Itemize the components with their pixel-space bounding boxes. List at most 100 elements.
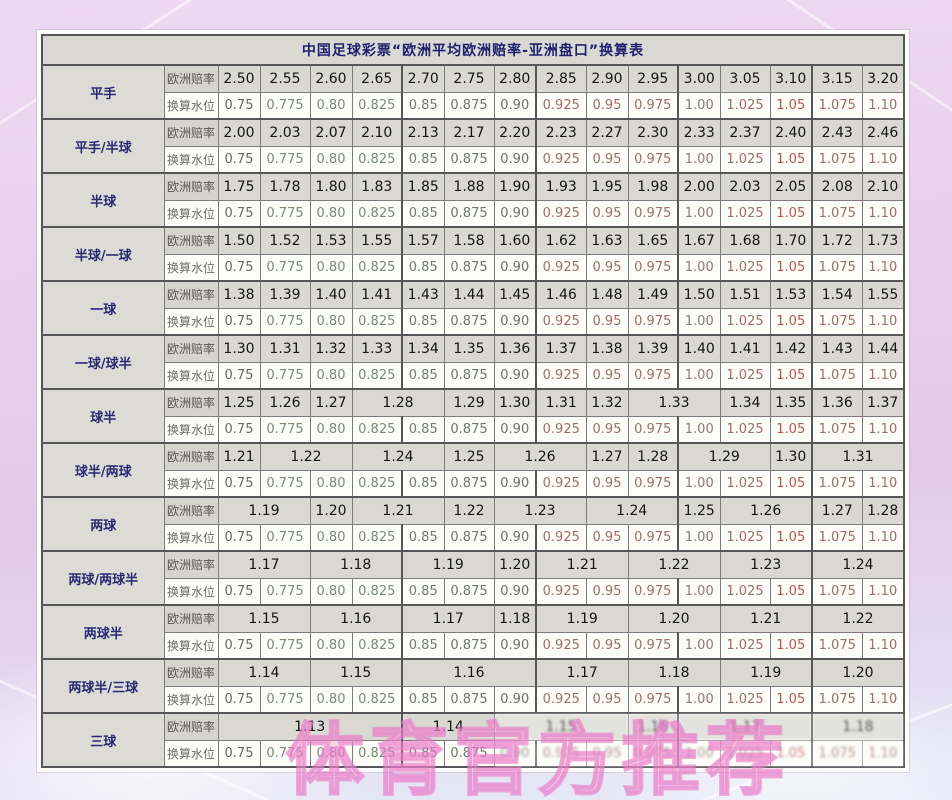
water-value: 0.80 [309,199,353,228]
water-value: 0.925 [535,307,587,336]
odds-value: 1.23 [719,550,813,579]
water-value: 1.05 [769,91,813,120]
handicap-label: 球半 [41,388,165,444]
odds-value: 1.51 [719,280,771,309]
odds-value: 1.20 [627,604,721,633]
odds-value: 1.16 [309,604,403,633]
water-value: 1.075 [811,469,863,498]
odds-value: 1.55 [351,226,403,255]
handicap-label: 平手/半球 [41,118,165,174]
odds-value: 2.17 [443,118,495,147]
water-value: 0.825 [351,469,403,498]
odds-value: 2.23 [535,118,587,147]
water-value: 0.875 [443,739,495,768]
row-header-european-odds: 欧洲赔率 [163,118,219,147]
odds-value: 1.18 [811,712,905,741]
row-header-water-level: 换算水位 [163,685,219,714]
handicap-label: 平手 [41,64,165,120]
odds-value: 1.38 [585,334,629,363]
water-value: 0.75 [217,523,261,552]
water-value: 1.10 [861,739,905,768]
water-value: 0.925 [535,145,587,174]
odds-conversion-table: 中国足球彩票“欧洲平均欧洲赔率-亚洲盘口”换算表 平手 欧洲赔率 2.50 2.55 2… [41,34,905,768]
water-value: 1.00 [677,145,721,174]
water-value: 1.025 [719,253,771,282]
water-value: 0.85 [401,253,445,282]
water-value: 0.75 [217,91,261,120]
odds-value: 1.30 [493,388,537,417]
water-value: 0.75 [217,145,261,174]
handicap-label: 半球 [41,172,165,228]
water-value: 1.10 [861,469,905,498]
odds-value: 1.63 [585,226,629,255]
water-value: 1.075 [811,577,863,606]
odds-value: 1.24 [351,442,445,471]
water-value: 1.05 [769,307,813,336]
water-level-row: 换算水位 0.75 0.775 0.80 0.825 0.85 0.875 0.90 0.925… [42,523,905,552]
water-value: 0.80 [309,469,353,498]
european-odds-row: 平手 欧洲赔率 2.50 2.55 2.60 2.65 2.70 2.75 2.80 2.85 2.… [41,64,905,120]
row-header-european-odds: 欧洲赔率 [163,442,219,471]
water-value: 1.00 [677,361,721,390]
watermark-text: 体育官方推荐 [285,715,791,800]
water-value: 0.80 [309,361,353,390]
odds-value: 1.21 [719,604,813,633]
odds-value: 1.26 [259,388,311,417]
water-value: 0.775 [259,361,311,390]
water-level-row: 换算水位 0.75 0.775 0.80 0.825 0.85 0.875 0.90 0.925… [42,415,905,444]
odds-value: 2.27 [585,118,629,147]
odds-value: 1.33 [627,388,721,417]
water-level-row: 换算水位 0.75 0.775 0.80 0.825 0.85 0.875 0.90 0.925… [42,307,905,336]
odds-value: 1.32 [309,334,353,363]
odds-value: 2.80 [493,64,537,93]
water-value: 0.775 [259,145,311,174]
water-value: 0.825 [351,523,403,552]
odds-value: 3.15 [811,64,863,93]
odds-value: 1.38 [217,280,261,309]
odds-value: 1.98 [627,172,679,201]
water-value: 0.925 [535,523,587,552]
water-value: 0.775 [259,91,311,120]
odds-value: 1.46 [535,280,587,309]
odds-value: 2.10 [861,172,905,201]
water-value: 0.875 [443,199,495,228]
water-value: 0.85 [401,307,445,336]
row-header-water-level: 换算水位 [163,307,219,336]
odds-value: 2.08 [811,172,863,201]
water-value: 0.90 [493,577,537,606]
water-value: 1.05 [769,415,813,444]
odds-value: 1.17 [677,712,813,741]
odds-value: 1.21 [535,550,629,579]
water-value: 1.075 [811,253,863,282]
water-value: 1.00 [677,631,721,660]
odds-value: 1.17 [535,658,629,687]
odds-value: 1.18 [309,550,403,579]
water-value: 1.00 [677,685,721,714]
odds-value: 1.48 [585,280,629,309]
water-value: 0.85 [401,415,445,444]
handicap-label: 球半/两球 [41,442,165,498]
water-value: 0.75 [217,199,261,228]
odds-value: 1.16 [627,712,679,741]
handicap-label: 两球/两球半 [41,550,165,606]
odds-value: 1.53 [769,280,813,309]
odds-value: 1.28 [861,496,905,525]
odds-value: 2.05 [769,172,813,201]
water-value: 0.975 [627,469,679,498]
odds-value: 1.24 [585,496,679,525]
odds-value: 1.45 [493,280,537,309]
odds-value: 1.23 [493,496,587,525]
odds-value: 1.80 [309,172,353,201]
water-value: 0.95 [585,307,629,336]
european-odds-row: 两球半 欧洲赔率 1.15 1.16 1.17 1.18 1.19 1.20 1.21 1.22 [41,604,905,660]
european-odds-row: 平手/半球 欧洲赔率 2.00 2.03 2.07 2.10 2.13 2.17 2.20 2.2… [41,118,905,174]
water-value: 0.975 [627,523,679,552]
odds-value: 2.95 [627,64,679,93]
water-level-row: 换算水位 0.75 0.775 0.80 0.825 0.85 0.875 0.90 0.925… [42,577,905,606]
water-value: 0.875 [443,415,495,444]
odds-value: 1.95 [585,172,629,201]
odds-value: 1.31 [259,334,311,363]
odds-value: 1.27 [309,388,353,417]
water-value: 1.025 [719,307,771,336]
water-value: 0.75 [217,739,261,768]
